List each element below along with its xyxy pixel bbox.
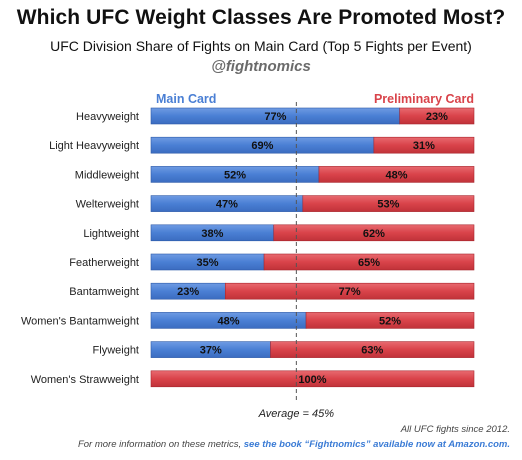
bar-preliminary-card — [318, 166, 475, 183]
data-label-main-card: 52% — [224, 169, 246, 181]
category-label: Women's Strawweight — [31, 374, 139, 386]
bar-preliminary-card — [399, 107, 475, 125]
category-label: Lightweight — [83, 228, 139, 240]
data-label-main-card: 69% — [251, 140, 273, 152]
data-label-main-card: 23% — [177, 286, 199, 298]
data-label-preliminary-card: 52% — [379, 315, 401, 327]
bar-preliminary-card — [224, 282, 475, 300]
promo-text: For more information on these metrics, s… — [78, 439, 510, 450]
data-label-preliminary-card: 53% — [377, 199, 399, 211]
category-label: Heavyweight — [76, 111, 139, 123]
bar-preliminary-card — [150, 370, 475, 388]
data-label-main-card: 37% — [200, 345, 222, 357]
bar-preliminary-card — [373, 136, 475, 154]
category-label: Bantamweight — [69, 286, 139, 298]
legend-main-card: Main Card — [156, 92, 216, 106]
twitter-handle: @fightnomics — [211, 58, 311, 75]
data-label-preliminary-card: 77% — [339, 286, 361, 298]
data-label-main-card: 48% — [218, 315, 240, 327]
data-label-preliminary-card: 31% — [413, 140, 435, 152]
data-label-preliminary-card: 63% — [361, 345, 383, 357]
category-label: Middleweight — [75, 169, 139, 181]
data-label-preliminary-card: 100% — [298, 374, 326, 386]
chart-title: Which UFC Weight Classes Are Promoted Mo… — [16, 6, 506, 29]
category-label: Flyweight — [93, 345, 139, 357]
bar-preliminary-card — [302, 195, 475, 212]
category-label: Women's Bantamweight — [21, 315, 139, 327]
bar-preliminary-card — [305, 312, 475, 329]
bar-preliminary-card — [263, 253, 475, 271]
chart-subtitle: UFC Division Share of Fights on Main Car… — [50, 38, 472, 54]
data-label-preliminary-card: 62% — [363, 228, 385, 240]
bar-preliminary-card — [273, 224, 475, 242]
average-reference-label: Average = 45% — [258, 408, 335, 420]
promo-link[interactable]: see the book “Fightnomics” available now… — [243, 439, 510, 450]
category-label: Light Heavyweight — [49, 140, 139, 152]
legend-preliminary-card: Preliminary Card — [374, 92, 474, 106]
footnote: All UFC fights since 2012. — [400, 424, 510, 435]
data-label-main-card: 35% — [197, 257, 219, 269]
data-label-preliminary-card: 23% — [426, 111, 448, 123]
bar-preliminary-card — [270, 341, 475, 358]
data-label-main-card: 77% — [264, 111, 286, 123]
data-label-preliminary-card: 65% — [358, 257, 380, 269]
category-label: Featherweight — [69, 257, 139, 269]
data-label-preliminary-card: 48% — [385, 169, 407, 181]
data-label-main-card: 38% — [201, 228, 223, 240]
category-label: Welterweight — [76, 199, 139, 211]
promo-prefix: For more information on these metrics, — [77, 439, 244, 450]
data-label-main-card: 47% — [216, 199, 238, 211]
